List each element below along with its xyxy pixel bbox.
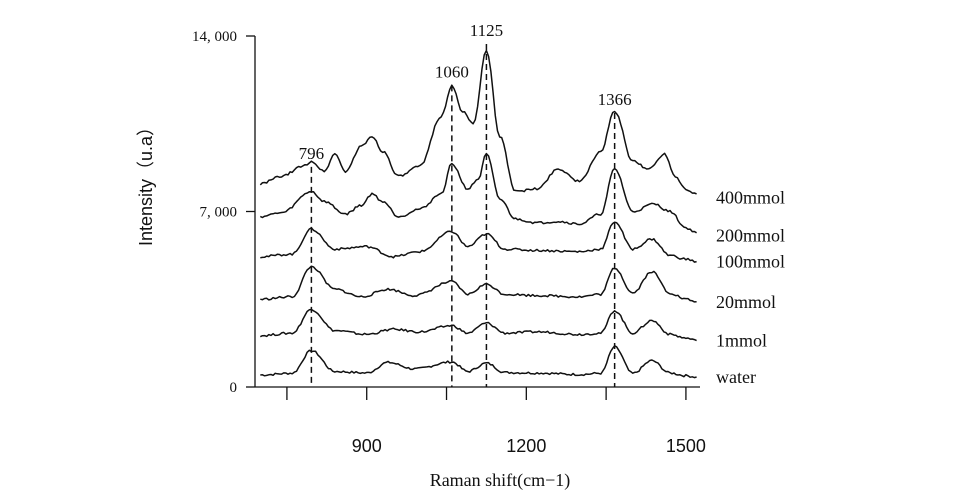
series-label-100mmol: 100mmol bbox=[716, 252, 785, 272]
x-tick-label: 1500 bbox=[666, 436, 706, 456]
peak-label-1060: 1060 bbox=[435, 62, 469, 81]
peak-label-1125: 1125 bbox=[470, 21, 503, 40]
plot-area: 0 7, 000 14, 000 900 1200 1500 796 1060 1125 13… bbox=[192, 21, 785, 456]
x-axis-label: Raman shift(cm−1) bbox=[430, 470, 571, 491]
series-line-water bbox=[260, 345, 697, 379]
series-label-water: water bbox=[716, 367, 756, 387]
spectra-series: water 1mmol 20mmol 100mmol 200mmol 400mmol bbox=[259, 49, 785, 387]
y-axis-label: Intensity（u.a） bbox=[136, 118, 156, 246]
series-line-400mmol bbox=[259, 49, 697, 195]
peak-label-796: 796 bbox=[299, 144, 325, 163]
y-ticks: 0 7, 000 14, 000 bbox=[192, 29, 255, 396]
series-line-100mmol bbox=[260, 221, 697, 263]
series-label-1mmol: 1mmol bbox=[716, 331, 767, 351]
series-line-1mmol bbox=[259, 308, 697, 342]
peak-markers: 796 1060 1125 1366 bbox=[299, 21, 632, 387]
y-tick-label: 0 bbox=[230, 380, 238, 396]
x-tick-label: 900 bbox=[352, 436, 382, 456]
series-line-20mmol bbox=[260, 265, 697, 303]
x-ticks: 900 1200 1500 bbox=[286, 387, 706, 456]
series-line-200mmol bbox=[259, 152, 697, 234]
peak-label-1366: 1366 bbox=[598, 90, 632, 109]
y-tick-label: 14, 000 bbox=[192, 29, 237, 45]
y-tick-label: 7, 000 bbox=[200, 205, 238, 221]
series-label-20mmol: 20mmol bbox=[716, 292, 776, 312]
series-label-400mmol: 400mmol bbox=[716, 188, 785, 208]
series-label-200mmol: 200mmol bbox=[716, 225, 785, 245]
x-tick-label: 1200 bbox=[506, 436, 546, 456]
